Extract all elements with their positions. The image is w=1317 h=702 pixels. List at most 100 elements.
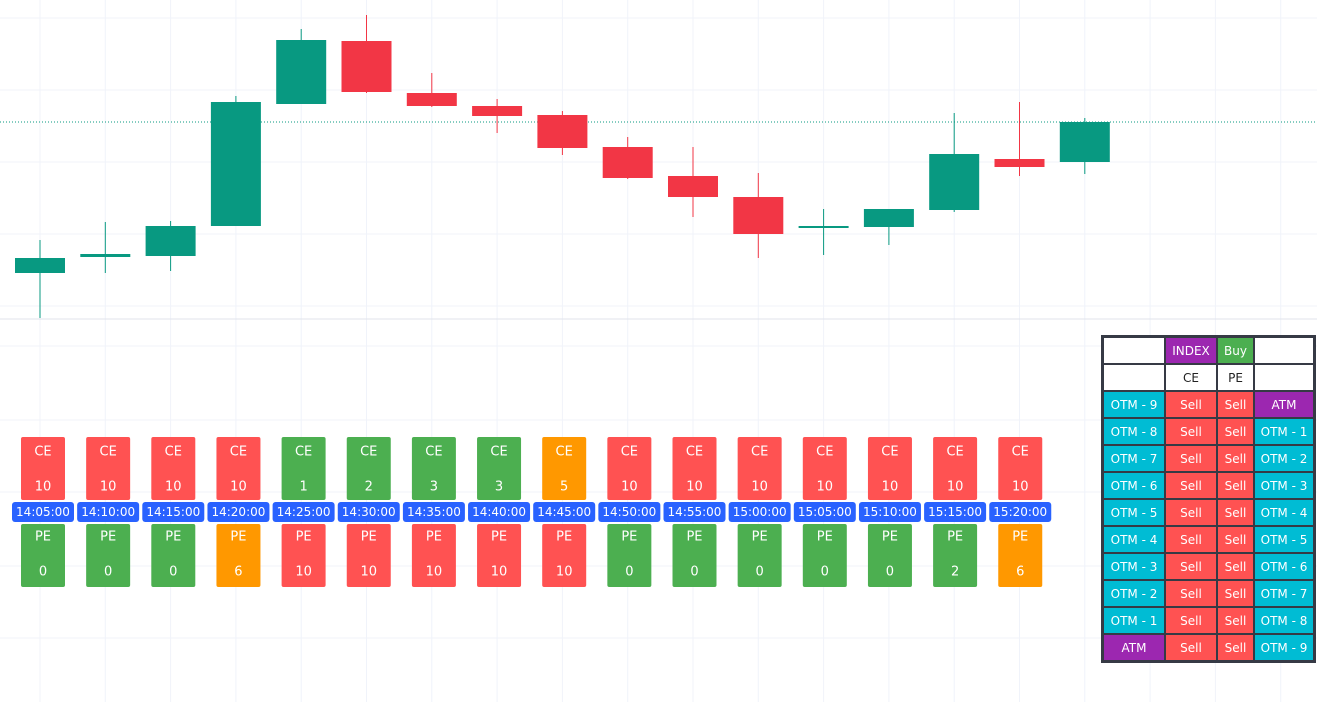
ce-label: CE bbox=[816, 445, 833, 460]
ce-box bbox=[477, 437, 522, 500]
table-cell: PE bbox=[1216, 363, 1255, 392]
ce-label: CE bbox=[360, 445, 377, 460]
ce-label: CE bbox=[230, 445, 247, 460]
table-cell: Sell bbox=[1216, 471, 1255, 500]
candle-body bbox=[341, 41, 392, 92]
time-label: 14:40:00 bbox=[472, 505, 526, 519]
table-cell: Sell bbox=[1216, 390, 1255, 419]
table-row: OTM - 6 Sell Sell OTM - 3 bbox=[1101, 471, 1316, 500]
table-cell: OTM - 4 bbox=[1101, 525, 1166, 554]
ce-label: CE bbox=[686, 445, 703, 460]
pe-value: 0 bbox=[690, 565, 698, 580]
pe-box bbox=[802, 524, 847, 587]
time-badge bbox=[793, 502, 856, 522]
ce-value: 10 bbox=[817, 480, 834, 495]
time-badge bbox=[142, 502, 205, 522]
pe-value: 10 bbox=[426, 565, 443, 580]
ce-value: 1 bbox=[299, 480, 307, 495]
ce-label: CE bbox=[295, 445, 312, 460]
table-row: CE PE bbox=[1101, 363, 1316, 392]
time-badge bbox=[402, 502, 465, 522]
table-cell: OTM - 7 bbox=[1253, 579, 1316, 608]
pe-label: PE bbox=[100, 530, 116, 545]
ce-label: CE bbox=[881, 445, 898, 460]
time-label: 14:35:00 bbox=[407, 505, 461, 519]
table-cell: OTM - 7 bbox=[1101, 444, 1166, 473]
table-cell: OTM - 1 bbox=[1101, 606, 1166, 635]
table-cell: Sell bbox=[1164, 579, 1218, 608]
table-cell: Sell bbox=[1164, 471, 1218, 500]
time-label: 15:00:00 bbox=[733, 505, 787, 519]
pe-box bbox=[86, 524, 131, 587]
ce-box bbox=[607, 437, 652, 500]
pe-label: PE bbox=[817, 530, 833, 545]
candle-body bbox=[276, 40, 327, 104]
pe-label: PE bbox=[426, 530, 442, 545]
time-badge bbox=[12, 502, 74, 522]
table-cell: OTM - 2 bbox=[1253, 444, 1316, 473]
pe-box bbox=[21, 524, 65, 587]
time-badge bbox=[598, 502, 661, 522]
time-label: 14:10:00 bbox=[81, 505, 135, 519]
time-label: 14:15:00 bbox=[146, 505, 200, 519]
pe-label: PE bbox=[882, 530, 898, 545]
time-badge bbox=[728, 502, 791, 522]
pe-label: PE bbox=[35, 530, 51, 545]
table-cell: INDEX bbox=[1164, 335, 1218, 365]
table-cell: Buy bbox=[1216, 335, 1255, 365]
pe-value: 0 bbox=[169, 565, 177, 580]
ce-label: CE bbox=[556, 445, 573, 460]
table-row: ATM Sell Sell OTM - 9 bbox=[1101, 633, 1316, 663]
pe-box bbox=[346, 524, 391, 587]
pe-label: PE bbox=[361, 530, 377, 545]
time-label: 15:15:00 bbox=[928, 505, 982, 519]
table-cell: Sell bbox=[1164, 525, 1218, 554]
table-cell: OTM - 5 bbox=[1253, 525, 1316, 554]
table-cell: Sell bbox=[1216, 606, 1255, 635]
pe-box bbox=[281, 524, 326, 587]
ce-box bbox=[933, 437, 978, 500]
pe-value: 10 bbox=[491, 565, 508, 580]
table-cell: OTM - 8 bbox=[1253, 606, 1316, 635]
ce-value: 10 bbox=[100, 480, 117, 495]
time-label: 14:45:00 bbox=[537, 505, 591, 519]
ce-value: 3 bbox=[430, 480, 438, 495]
table-cell: Sell bbox=[1216, 633, 1255, 663]
ce-label: CE bbox=[751, 445, 768, 460]
table-cell: Sell bbox=[1164, 552, 1218, 581]
ce-box bbox=[281, 437, 326, 500]
time-label: 14:25:00 bbox=[277, 505, 331, 519]
table-cell: Sell bbox=[1164, 417, 1218, 446]
ce-value: 10 bbox=[882, 480, 899, 495]
time-badge bbox=[207, 502, 270, 522]
candle-body bbox=[210, 102, 261, 226]
pe-label: PE bbox=[491, 530, 507, 545]
ce-box bbox=[737, 437, 782, 500]
ce-box bbox=[86, 437, 131, 500]
ce-label: CE bbox=[100, 445, 117, 460]
candle-body bbox=[537, 115, 588, 148]
table-row: OTM - 2 Sell Sell OTM - 7 bbox=[1101, 579, 1316, 608]
table-cell: Sell bbox=[1216, 552, 1255, 581]
pe-box bbox=[542, 524, 587, 587]
time-label: 14:30:00 bbox=[342, 505, 396, 519]
ce-value: 10 bbox=[1012, 480, 1029, 495]
pe-value: 0 bbox=[821, 565, 829, 580]
time-badge bbox=[858, 502, 921, 522]
pe-label: PE bbox=[230, 530, 246, 545]
pe-box bbox=[737, 524, 782, 587]
ce-box bbox=[998, 437, 1043, 500]
table-cell: Sell bbox=[1216, 525, 1255, 554]
pe-value: 0 bbox=[625, 565, 633, 580]
table-cell: Sell bbox=[1164, 498, 1218, 527]
table-cell: OTM - 3 bbox=[1253, 471, 1316, 500]
table-cell: Sell bbox=[1216, 417, 1255, 446]
table-cell: OTM - 9 bbox=[1101, 390, 1166, 419]
table-cell: Sell bbox=[1164, 390, 1218, 419]
table-cell: Sell bbox=[1216, 498, 1255, 527]
time-badge bbox=[272, 502, 335, 522]
time-label: 15:20:00 bbox=[993, 505, 1047, 519]
ce-value: 3 bbox=[495, 480, 503, 495]
